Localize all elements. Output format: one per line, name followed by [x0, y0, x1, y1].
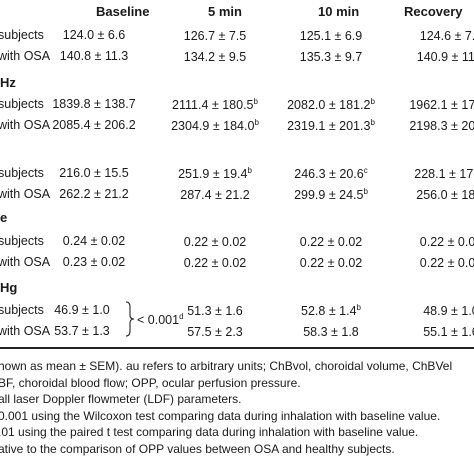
table-bottom-rule — [0, 347, 474, 349]
footnotes: hown as mean ± SEM). au refers to arbitr… — [0, 358, 452, 457]
section-label: Hz — [0, 75, 16, 90]
cell-10-min: 299.9 ± 24.5b — [294, 187, 368, 203]
cell-baseline: 53.7 ± 1.3 — [54, 324, 110, 338]
table-row: with OSA 2085.4 ± 206.2 2304.9 ± 184.0b … — [0, 118, 474, 134]
row-label: with OSA — [0, 187, 51, 201]
cell-baseline: 140.8 ± 11.3 — [59, 49, 129, 63]
cell-baseline: 262.2 ± 21.2 — [59, 187, 129, 201]
cell-recovery: 228.1 ± 17.5c — [414, 167, 474, 182]
column-header-10-min: 10 min — [318, 4, 360, 19]
cell-recovery: 256.0 ± 18.1 — [416, 188, 474, 203]
cell-5-min: 0.22 ± 0.02 — [183, 235, 247, 250]
row-label: subjects — [0, 166, 44, 180]
row-label: with OSA — [0, 324, 51, 338]
cell-baseline: 2085.4 ± 206.2 — [52, 118, 136, 132]
cell-recovery: 124.6 ± 7.9 — [419, 29, 474, 44]
column-header-baseline: Baseline — [96, 4, 150, 19]
cell-10-min: 2319.1 ± 201.3b — [287, 118, 375, 134]
footnote-line: hown as mean ± SEM). au refers to arbitr… — [0, 359, 453, 373]
row-label: subjects — [0, 97, 44, 111]
column-header-5-min: 5 min — [208, 4, 242, 19]
footnote-line: 0.001 using the Wilcoxon test comparing … — [0, 408, 441, 423]
footnote-line: all laser Doppler flowmeter (LDF) parame… — [0, 392, 242, 406]
section-label: Hg — [0, 280, 18, 295]
row-label: subjects — [0, 28, 44, 42]
cell-5-min: 126.7 ± 7.5 — [183, 29, 247, 44]
cell-10-min: 0.22 ± 0.02 — [299, 256, 363, 271]
table-row: with OSA 53.7 ± 1.3 57.5 ± 2.3 58.3 ± 1.… — [0, 324, 474, 340]
cell-5-min: 2304.9 ± 184.0b — [171, 118, 259, 134]
cell-baseline: 216.0 ± 15.5 — [59, 166, 129, 180]
cell-10-min: 52.8 ± 1.4b — [301, 303, 361, 319]
table-row: subjects 124.0 ± 6.6 126.7 ± 7.5 125.1 ±… — [0, 28, 474, 44]
footnote-line: .01 using the paired t test comparing da… — [0, 425, 419, 439]
table-row: with OSA 262.2 ± 21.2 287.4 ± 21.2 299.9… — [0, 187, 474, 203]
table-row: subjects 46.9 ± 1.0 51.3 ± 1.6 52.8 ± 1.… — [0, 303, 474, 319]
row-label: with OSA — [0, 118, 51, 132]
cell-5-min: 2111.4 ± 180.5b — [172, 97, 258, 113]
cell-baseline: 124.0 ± 6.6 — [62, 28, 126, 42]
cell-10-min: 0.22 ± 0.02 — [299, 235, 363, 250]
section-label: e — [0, 210, 8, 225]
row-label: subjects — [0, 234, 44, 248]
cell-recovery: 0.22 ± 0.02 — [419, 235, 474, 250]
footnote-line: BF, choroidal blood flow; OPP, ocular pe… — [0, 375, 301, 390]
cell-recovery: 140.9 ± 11.3 — [416, 50, 474, 65]
cell-recovery: 0.22 ± 0.02 — [419, 256, 474, 271]
cell-5-min: 251.9 ± 19.4b — [178, 166, 252, 182]
cell-10-min: 125.1 ± 6.9 — [299, 29, 363, 44]
row-label: subjects — [0, 303, 44, 317]
table-row: with OSA 0.23 ± 0.02 0.22 ± 0.02 0.22 ± … — [0, 255, 474, 271]
p-value: < 0.001d — [137, 312, 184, 328]
cell-recovery: 55.1 ± 1.6 — [423, 325, 474, 340]
cell-recovery: 48.9 ± 1.0 — [423, 304, 474, 319]
cell-5-min: 0.22 ± 0.02 — [183, 256, 247, 271]
cell-5-min: 57.5 ± 2.3 — [187, 325, 243, 340]
table-row: subjects 0.24 ± 0.02 0.22 ± 0.02 0.22 ± … — [0, 234, 474, 250]
cell-5-min: 51.3 ± 1.6 — [187, 304, 243, 319]
table-row: subjects 216.0 ± 15.5 251.9 ± 19.4b 246.… — [0, 166, 474, 182]
cell-baseline: 46.9 ± 1.0 — [54, 303, 110, 317]
cell-10-min: 135.3 ± 9.7 — [299, 50, 363, 65]
table-row: subjects 1839.8 ± 138.7 2111.4 ± 180.5b … — [0, 97, 474, 113]
cell-baseline: 0.24 ± 0.02 — [62, 234, 126, 248]
table-row: with OSA 140.8 ± 11.3 134.2 ± 9.5 135.3 … — [0, 49, 474, 65]
cell-baseline: 0.23 ± 0.02 — [62, 255, 126, 269]
brace-icon — [125, 301, 135, 337]
cell-10-min: 2082.0 ± 181.2b — [287, 97, 375, 113]
row-label: with OSA — [0, 49, 51, 63]
footnote-line: ative to the comparison of OPP values be… — [0, 441, 395, 456]
cell-baseline: 1839.8 ± 138.7 — [52, 97, 136, 111]
row-label: with OSA — [0, 255, 51, 269]
cell-recovery: 1962.1 ± 176.8 — [409, 98, 474, 113]
cell-recovery: 2198.3 ± 203.5 — [409, 119, 474, 134]
cell-5-min: 134.2 ± 9.5 — [183, 50, 247, 65]
column-header-recovery: Recovery — [404, 4, 463, 19]
cell-10-min: 58.3 ± 1.8 — [303, 325, 359, 340]
cell-10-min: 246.3 ± 20.6c — [294, 166, 368, 182]
cell-5-min: 287.4 ± 21.2 — [180, 188, 250, 203]
